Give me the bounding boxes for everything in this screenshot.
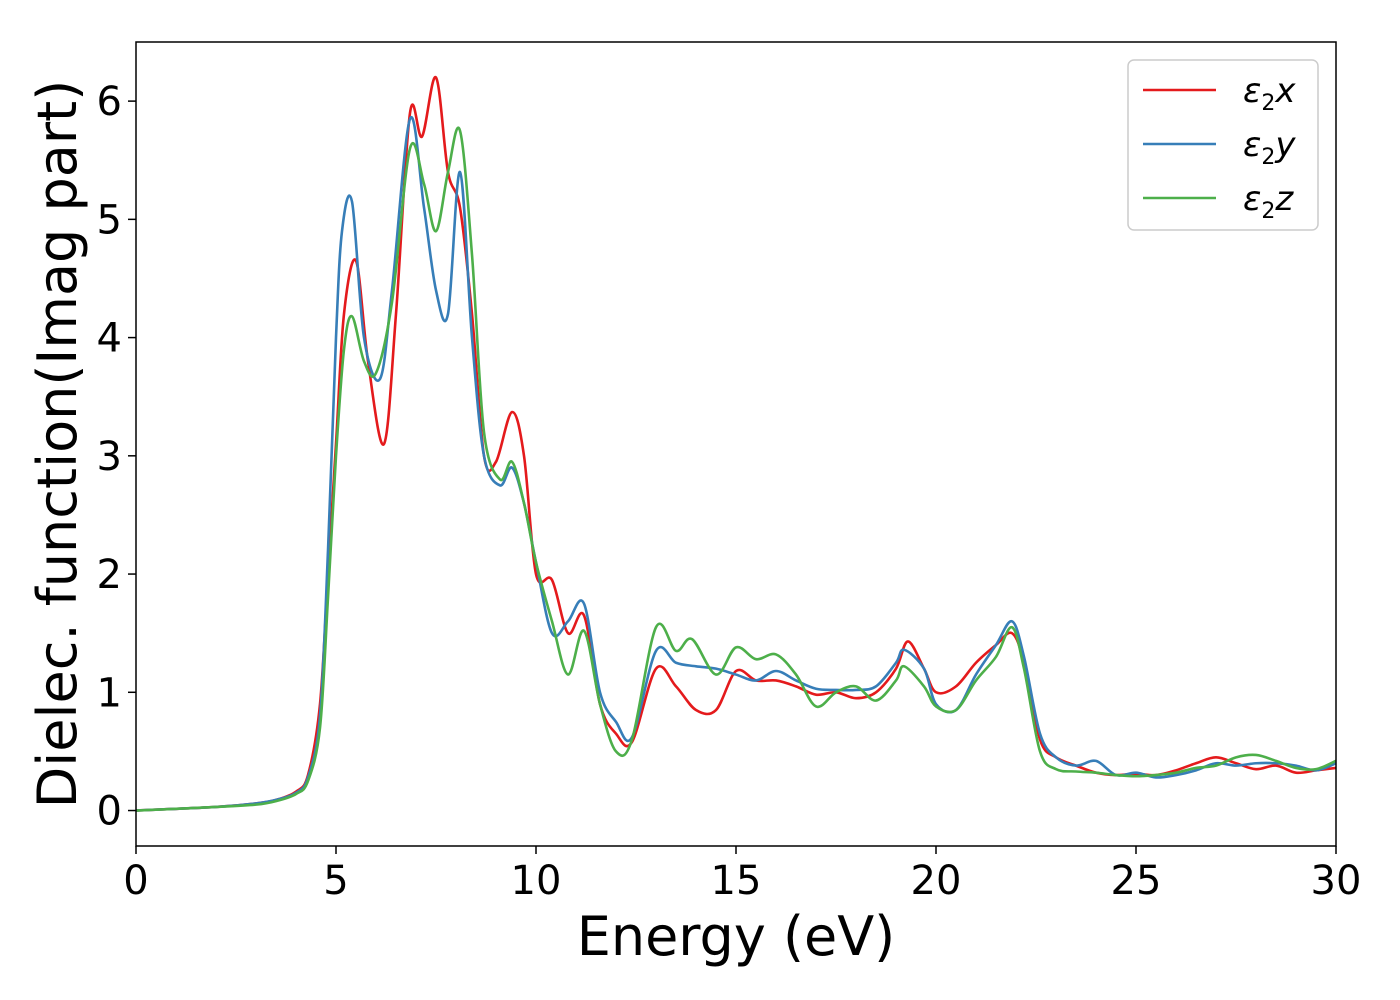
x-tick-label: 20 [911,858,962,904]
legend-label: ε2z [1243,179,1294,224]
series-line-y [136,115,1336,812]
x-tick-label: 5 [323,858,348,904]
y-tick-label: 6 [97,79,122,125]
x-tick-label: 10 [511,858,562,904]
legend-entry-y: ε2y [1143,125,1296,170]
series-layer [136,76,1336,812]
y-tick-label: 0 [97,789,122,835]
y-tick-label: 4 [97,316,122,362]
series-line-z [136,126,1336,812]
legend-entry-z: ε2z [1143,179,1294,224]
x-tick-label: 15 [711,858,762,904]
x-axis: 0 5 10 15 20 25 30 [123,846,1361,904]
y-tick-label: 1 [97,670,122,716]
x-axis-label: Energy (eV) [577,905,896,968]
legend-entries: ε2x ε2y ε2z [1143,71,1296,224]
y-axis-label: Dielec. function(Imag part) [26,80,89,809]
legend: ε2x ε2y ε2z [1127,59,1319,231]
y-tick-label: 2 [97,552,122,598]
legend-entry-x: ε2x [1143,71,1296,116]
y-tick-label: 5 [97,197,122,243]
legend-label: ε2x [1243,71,1296,116]
x-tick-label: 25 [1111,858,1162,904]
legend-label: ε2y [1243,125,1296,170]
y-tick-label: 3 [97,434,122,480]
y-axis: 0 1 2 3 4 5 6 [97,79,136,835]
x-tick-label: 30 [1311,858,1362,904]
legend-box [1127,59,1319,231]
x-tick-label: 0 [123,858,148,904]
